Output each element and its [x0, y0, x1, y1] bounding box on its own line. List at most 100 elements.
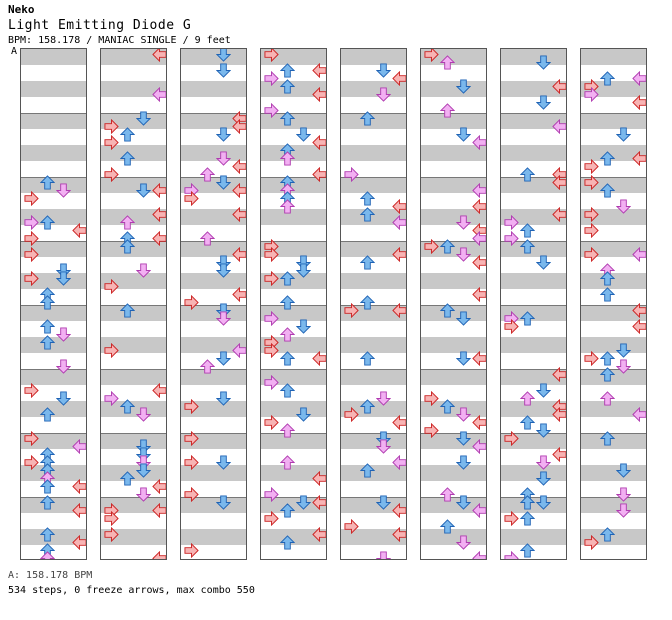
down-arrow-icon: [120, 151, 135, 166]
left-arrow-icon: [584, 87, 599, 102]
down-arrow-icon: [440, 239, 455, 254]
right-arrow-icon: [152, 479, 166, 494]
up-arrow-icon: [456, 311, 471, 326]
up-arrow-icon: [456, 127, 471, 142]
down-arrow-icon: [120, 303, 135, 318]
down-arrow-icon: [40, 215, 55, 230]
right-arrow-icon: [552, 207, 566, 222]
right-arrow-icon: [392, 527, 406, 542]
bpm-footer: A: 158.178 BPM: [8, 570, 93, 581]
measure-divider: [261, 113, 326, 114]
right-arrow-icon: [632, 303, 646, 318]
measure-column: [420, 48, 487, 560]
measure-column: [180, 48, 247, 560]
measure-divider: [261, 241, 326, 242]
left-arrow-icon: [104, 167, 119, 182]
up-arrow-icon: [296, 263, 311, 278]
down-arrow-icon: [520, 167, 535, 182]
measure-divider: [261, 497, 326, 498]
measure-divider: [261, 433, 326, 434]
right-arrow-icon: [472, 415, 486, 430]
left-arrow-icon: [264, 103, 279, 118]
up-arrow-icon: [296, 319, 311, 334]
measure-divider: [341, 369, 406, 370]
right-arrow-icon: [472, 551, 486, 559]
left-arrow-icon: [504, 319, 519, 334]
up-arrow-icon: [376, 391, 391, 406]
right-arrow-icon: [152, 383, 166, 398]
right-arrow-icon: [312, 63, 326, 78]
measure-divider: [581, 433, 646, 434]
up-arrow-icon: [136, 463, 151, 478]
left-arrow-icon: [264, 375, 279, 390]
down-arrow-icon: [360, 111, 375, 126]
right-arrow-icon: [152, 231, 166, 246]
up-arrow-icon: [56, 327, 71, 342]
right-arrow-icon: [72, 535, 86, 550]
right-arrow-icon: [472, 351, 486, 366]
left-arrow-icon: [104, 391, 119, 406]
left-arrow-icon: [264, 487, 279, 502]
up-arrow-icon: [536, 383, 551, 398]
measure-divider: [181, 113, 246, 114]
measure-divider: [581, 305, 646, 306]
measure-divider: [341, 433, 406, 434]
left-arrow-icon: [584, 535, 599, 550]
up-arrow-icon: [376, 495, 391, 510]
down-arrow-icon: [520, 239, 535, 254]
up-arrow-icon: [536, 471, 551, 486]
down-arrow-icon: [360, 399, 375, 414]
left-arrow-icon: [184, 431, 199, 446]
measure-divider: [421, 113, 486, 114]
down-arrow-icon: [600, 431, 615, 446]
measure-divider: [101, 241, 166, 242]
measure-divider: [341, 241, 406, 242]
measure-divider: [101, 113, 166, 114]
measure-divider: [341, 113, 406, 114]
right-arrow-icon: [152, 551, 166, 559]
left-arrow-icon: [584, 159, 599, 174]
down-arrow-icon: [360, 351, 375, 366]
right-arrow-icon: [472, 135, 486, 150]
up-arrow-icon: [536, 423, 551, 438]
up-arrow-icon: [616, 127, 631, 142]
left-arrow-icon: [104, 527, 119, 542]
measure-divider: [501, 241, 566, 242]
right-arrow-icon: [392, 199, 406, 214]
down-arrow-icon: [600, 183, 615, 198]
measure-divider: [21, 241, 86, 242]
right-arrow-icon: [72, 223, 86, 238]
left-arrow-icon: [584, 207, 599, 222]
measure-divider: [421, 369, 486, 370]
up-arrow-icon: [216, 311, 231, 326]
measure-divider: [501, 113, 566, 114]
down-arrow-icon: [40, 335, 55, 350]
down-arrow-icon: [360, 191, 375, 206]
measure-divider: [501, 305, 566, 306]
up-arrow-icon: [536, 55, 551, 70]
left-arrow-icon: [504, 215, 519, 230]
up-arrow-icon: [216, 49, 231, 62]
measure-divider: [21, 113, 86, 114]
down-arrow-icon: [40, 527, 55, 542]
left-arrow-icon: [24, 247, 39, 262]
measure-divider: [181, 369, 246, 370]
down-arrow-icon: [520, 495, 535, 510]
measure-column: [500, 48, 567, 560]
up-arrow-icon: [456, 351, 471, 366]
bpm-marker: A: [11, 46, 18, 57]
measure-divider: [261, 177, 326, 178]
left-arrow-icon: [264, 343, 279, 358]
left-arrow-icon: [184, 543, 199, 558]
left-arrow-icon: [344, 519, 359, 534]
right-arrow-icon: [392, 71, 406, 86]
down-arrow-icon: [280, 351, 295, 366]
right-arrow-icon: [232, 247, 246, 262]
right-arrow-icon: [392, 215, 406, 230]
measure-divider: [421, 497, 486, 498]
left-arrow-icon: [344, 407, 359, 422]
left-arrow-icon: [184, 399, 199, 414]
left-arrow-icon: [584, 223, 599, 238]
down-arrow-icon: [280, 295, 295, 310]
up-arrow-icon: [616, 343, 631, 358]
